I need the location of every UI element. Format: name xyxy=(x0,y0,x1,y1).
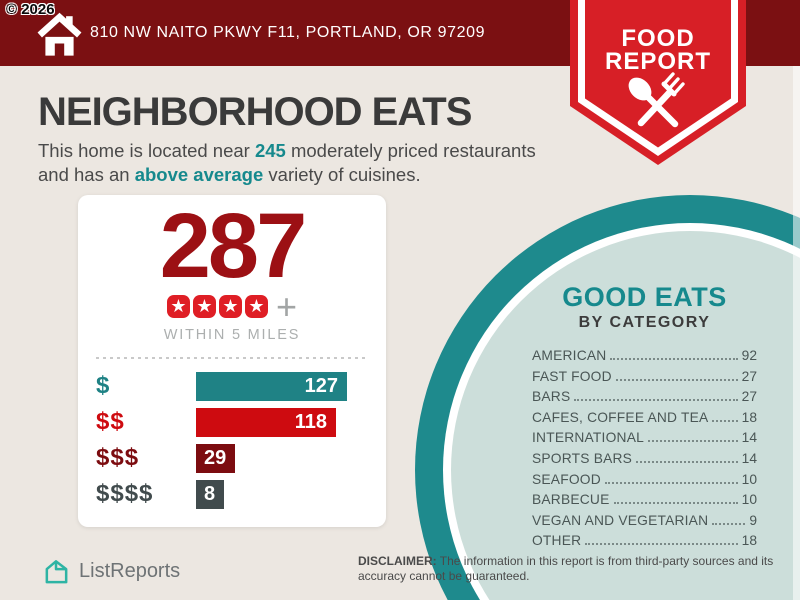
page-title: NEIGHBORHOOD EATS xyxy=(38,90,472,134)
category-label: INTERNATIONAL xyxy=(532,430,644,446)
intro-part1: This home is located near xyxy=(38,140,255,161)
total-restaurant-count: 287 xyxy=(159,195,308,297)
price-bar: 127 xyxy=(196,371,347,401)
dotted-leader xyxy=(636,460,738,463)
category-label: AMERICAN xyxy=(532,348,607,363)
category-row: SEAFOOD 10 xyxy=(532,472,757,493)
dotted-leader xyxy=(574,399,738,402)
category-value: 18 xyxy=(741,533,757,549)
price-bar-value: 127 xyxy=(304,374,338,397)
variety-highlight: above average xyxy=(134,164,264,186)
property-address: 810 NW NAITO PKWY F11, PORTLAND, OR 9720… xyxy=(90,24,486,41)
price-bar-value: 29 xyxy=(204,446,227,469)
category-label: BARBECUE xyxy=(532,492,610,508)
good-eats-panel: GOOD EATS BY CATEGORY AMERICAN 92 FAST FOO… xyxy=(532,282,757,554)
category-row: CAFES, COFFEE AND TEA 18 xyxy=(532,410,757,431)
star-badge-icon: ★ xyxy=(218,294,242,318)
dotted-leader xyxy=(613,502,738,505)
category-label: FAST FOOD xyxy=(532,368,612,384)
category-value: 27 xyxy=(741,389,757,405)
listreports-house-icon xyxy=(45,560,68,584)
category-value: 27 xyxy=(741,368,757,384)
price-bar-value: 8 xyxy=(204,482,216,505)
category-row: INTERNATIONAL 14 xyxy=(532,430,757,451)
good-eats-title: GOOD EATS xyxy=(562,282,727,312)
category-value: 10 xyxy=(741,492,757,508)
dotted-leader xyxy=(615,378,738,381)
price-bar-value: 118 xyxy=(294,410,327,433)
category-row: BARS 27 xyxy=(532,389,757,410)
price-bar: 29 xyxy=(196,443,236,473)
food-report-badge: FOOD REPORT xyxy=(570,0,746,165)
price-bar: 8 xyxy=(196,479,225,509)
category-label: VEGAN AND VEGETARIAN xyxy=(532,512,709,528)
stats-card: 287 ★ ★ ★ ★ + WITHIN 5 MILES $127 $$ 118 $$$ 29 $… xyxy=(78,195,386,527)
star-badge-icon: ★ xyxy=(192,294,216,318)
good-eats-subtitle: BY CATEGORY xyxy=(578,314,711,331)
restaurant-count: 245 xyxy=(254,140,286,161)
price-bar: 118 xyxy=(196,407,336,437)
disclaimer: DISCLAIMER: The information in this repo… xyxy=(358,554,784,583)
category-label: OTHER xyxy=(532,533,582,549)
price-tier-label: $$ xyxy=(96,408,125,436)
dotted-leader xyxy=(712,419,738,422)
disclaimer-text: The information in this report is from t… xyxy=(358,554,774,583)
price-bar-row: $$$ 29 xyxy=(96,443,386,473)
dotted-leader xyxy=(712,522,746,525)
dotted-leader xyxy=(604,481,738,484)
star-badge-icon: ★ xyxy=(244,294,268,318)
brand-wordmark: ListReports xyxy=(79,560,181,582)
category-value: 9 xyxy=(749,512,757,528)
price-bar-row: $127 xyxy=(96,371,386,401)
disclaimer-label: DISCLAIMER: xyxy=(358,554,437,568)
star-rating: ★ ★ ★ ★ + xyxy=(78,285,386,327)
home-icon xyxy=(37,12,82,56)
category-value: 14 xyxy=(741,450,757,466)
star-badge-icon: ★ xyxy=(166,294,190,318)
category-label: SEAFOOD xyxy=(532,471,601,487)
badge-line2: REPORT xyxy=(605,48,711,75)
category-value: 18 xyxy=(741,409,757,425)
category-row: BARBECUE 10 xyxy=(532,492,757,513)
price-tier-label: $$$$ xyxy=(96,480,154,508)
price-bar-row: $$$$ 8 xyxy=(96,479,386,509)
category-list: AMERICAN 92 FAST FOOD 27 BARS 27 CAFES, COFFEE… xyxy=(532,348,757,554)
category-value: 10 xyxy=(741,471,757,487)
category-row: VEGAN AND VEGETARIAN 9 xyxy=(532,513,757,534)
category-value: 92 xyxy=(741,348,757,363)
category-row: OTHER 18 xyxy=(532,533,757,554)
copyright-text: © 2026 xyxy=(6,1,55,18)
radius-label: WITHIN 5 MILES xyxy=(163,326,301,343)
listreports-logo: ListReports xyxy=(42,557,180,586)
right-edge-strip xyxy=(793,66,800,600)
category-label: CAFES, COFFEE AND TEA xyxy=(532,409,709,425)
category-row: AMERICAN 92 xyxy=(532,348,757,369)
price-tier-label: $$$ xyxy=(96,444,140,472)
dotted-leader xyxy=(585,543,738,546)
intro-part2: moderately priced restaurants and has an xyxy=(38,140,536,186)
badge-line1: FOOD xyxy=(621,25,694,52)
intro-text: This home is located near 245 moderately… xyxy=(38,139,560,187)
crossed-utensils-icon xyxy=(628,72,685,128)
intro-part3: variety of cuisines. xyxy=(263,164,421,186)
category-value: 14 xyxy=(741,430,757,446)
category-label: BARS xyxy=(532,389,571,405)
category-row: FAST FOOD 27 xyxy=(532,369,757,390)
category-row: SPORTS BARS 14 xyxy=(532,451,757,472)
plus-sign: + xyxy=(275,285,298,327)
price-bar-chart: $127 $$ 118 $$$ 29 $$$$ 8 xyxy=(78,371,386,509)
dashed-divider xyxy=(96,356,368,359)
category-label: SPORTS BARS xyxy=(532,450,633,466)
dotted-leader xyxy=(610,358,738,360)
price-tier-label: $ xyxy=(96,372,111,400)
dotted-leader xyxy=(647,440,738,443)
price-bar-row: $$ 118 xyxy=(96,407,386,437)
